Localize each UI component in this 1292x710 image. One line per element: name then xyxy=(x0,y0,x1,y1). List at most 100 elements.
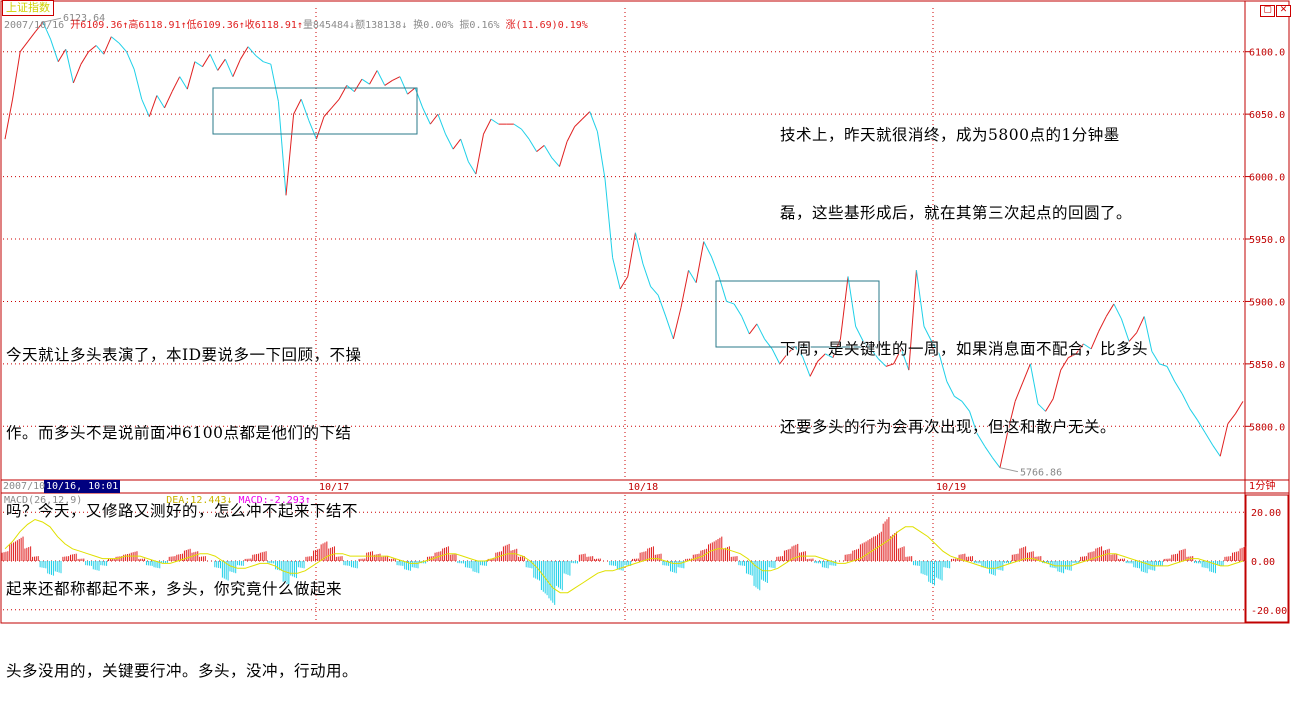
annotation-line: 起来还都称都起不来，多头，你究竟什么做起来 xyxy=(6,580,343,598)
price-segment-down xyxy=(111,36,120,44)
price-segment-up xyxy=(893,348,902,365)
annotation-boxes xyxy=(212,87,880,348)
price-segment-down xyxy=(596,131,606,180)
price-segment-up xyxy=(429,113,439,125)
price-segment-down xyxy=(277,101,287,196)
price-segment-down xyxy=(733,303,743,317)
price-segment-up xyxy=(839,276,849,339)
macd-legend: MACD(26,12,9) DEA:12.443↓ MACD:-2.293↑ xyxy=(4,495,311,506)
price-segment-down xyxy=(1174,381,1183,395)
header-open: 开6109.36↑ xyxy=(70,20,129,31)
price-segment-down xyxy=(870,348,879,360)
restore-button[interactable]: ▢ xyxy=(1260,5,1275,17)
price-segment-down xyxy=(521,128,530,140)
price-segment-down xyxy=(703,241,712,257)
period-selector[interactable]: 1分钟 xyxy=(1249,481,1276,492)
price-segment-down xyxy=(969,411,978,434)
annotation-line: 吗？今天，又修路又测好的，怎么冲不起来下结不 xyxy=(6,502,359,520)
annotation-line: 头多没用的，关键要行冲。多头，没冲，行动用。 xyxy=(6,662,359,680)
price-segment-up xyxy=(627,232,636,277)
annotation-line: 下周，是关键性的一周，如果消息面不配合，比多头 xyxy=(780,340,1149,358)
price-segment-up xyxy=(1060,357,1069,371)
price-segment-up xyxy=(384,80,393,86)
price-segment-up xyxy=(315,116,325,140)
price-segment-down xyxy=(118,42,127,53)
price-segment-up xyxy=(323,107,332,117)
price-segment-up xyxy=(1007,401,1016,433)
outer-border xyxy=(0,0,1290,624)
price-segment-up xyxy=(1014,382,1024,402)
price-segment-up xyxy=(1105,303,1115,317)
price-segment-down xyxy=(1204,432,1214,446)
price-segment-down xyxy=(984,446,993,458)
price-segment-up xyxy=(186,61,196,90)
price-segment-down xyxy=(209,53,219,71)
macd-tick-label: -20.00 xyxy=(1251,606,1287,617)
price-segment-down xyxy=(718,276,728,302)
header-low: 低6109.36↑ xyxy=(186,20,245,31)
price-segment-down xyxy=(665,316,674,340)
price-segment-down xyxy=(346,85,355,93)
price-segment-up xyxy=(72,64,82,84)
price-segment-up xyxy=(748,323,758,335)
close-button[interactable]: ✕ xyxy=(1276,5,1291,17)
price-segment-up xyxy=(19,41,29,53)
price-tick-label: 5850.0 xyxy=(1249,360,1285,371)
consolidation-box xyxy=(715,280,880,348)
price-segment-down xyxy=(756,323,765,340)
price-chart[interactable]: 6123.64 5766.86 6100.0 6050.0 6000.0 5950.0 5… xyxy=(0,0,1292,625)
price-segment-down xyxy=(141,98,150,117)
price-segment-down xyxy=(794,346,803,357)
annotation-line: 还要多头的行为会再次出现，但这和散户无关。 xyxy=(780,418,1117,436)
header-close: 收6118.91↑ xyxy=(244,20,303,31)
price-segment-down xyxy=(688,269,697,283)
price-segment-down xyxy=(255,55,264,63)
date-tick-label: 10/18 xyxy=(628,482,658,493)
price-segment-up xyxy=(164,91,173,109)
date-tick-label: 10/17 xyxy=(319,482,349,493)
price-segment-up xyxy=(619,276,629,290)
price-segment-up xyxy=(240,46,249,60)
price-segment-down xyxy=(194,61,203,68)
price-segment-down xyxy=(710,256,720,277)
price-segment-up xyxy=(1219,423,1229,457)
price-segment-up xyxy=(566,126,576,142)
price-segment-down xyxy=(855,326,864,342)
price-segment-down xyxy=(938,353,948,382)
price-segment-up xyxy=(1052,369,1062,399)
price-segment-up xyxy=(34,21,44,33)
price-segment-down xyxy=(923,326,933,342)
price-segment-up xyxy=(999,432,1009,468)
price-segment-up xyxy=(672,307,682,340)
price-segment-down xyxy=(179,76,188,90)
header-volume: 量845484↓ xyxy=(302,20,356,31)
price-segment-up xyxy=(88,45,97,53)
price-segment-up xyxy=(217,58,226,71)
price-segment-down xyxy=(900,348,910,371)
annotation-line: 作。而多头不是说前面冲6100点都是他们的下结 xyxy=(6,424,352,442)
price-segment-down xyxy=(1181,393,1191,410)
header-amount: 额138138↓ xyxy=(355,20,408,31)
dea-line xyxy=(4,518,1244,594)
macd-axis: 20.00 0.00 -20.00 xyxy=(1251,508,1287,617)
price-segment-up xyxy=(369,70,378,85)
price-tick-label: 5950.0 xyxy=(1249,235,1285,246)
price-segment-down xyxy=(954,395,963,402)
price-segment-down xyxy=(961,401,970,412)
macd-tick-label: 20.00 xyxy=(1251,508,1281,519)
price-segment-up xyxy=(885,363,894,367)
index-title-tab[interactable]: 上证指数 xyxy=(2,0,54,16)
quote-header: 2007/10/16 开6109.36↑高6118.91↑低6109.36↑收6… xyxy=(4,16,588,31)
price-segment-down xyxy=(771,348,781,365)
price-segment-down xyxy=(467,161,477,175)
price-segment-down xyxy=(437,113,446,135)
price-segment-down xyxy=(300,98,310,121)
price-segment-down xyxy=(133,69,143,100)
price-segment-up xyxy=(832,338,841,358)
price-segment-down xyxy=(650,286,659,296)
header-amplitude: 振0.16% xyxy=(459,20,500,31)
price-segment-down xyxy=(156,95,165,109)
price-segment-up xyxy=(536,144,545,152)
price-segment-down xyxy=(802,356,811,377)
price-segment-down xyxy=(361,78,370,85)
